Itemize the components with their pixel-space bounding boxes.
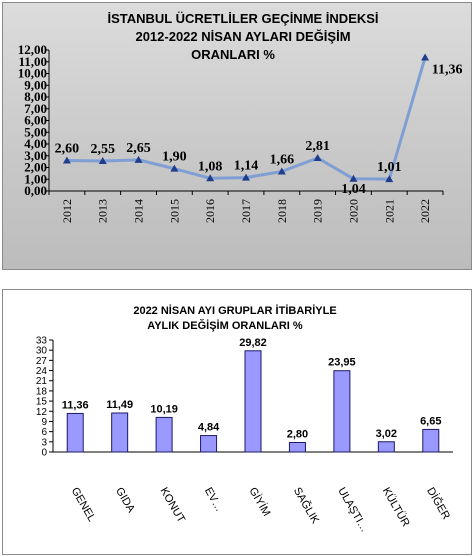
bar-chart: 2022 NİSAN AYI GRUPLAR İTİBARİYLE AYLIK … [36, 304, 453, 535]
y-tick-label: 27 [36, 356, 48, 367]
x-tick-label: 2014 [132, 199, 146, 223]
y-tick-label: 2,00 [24, 160, 47, 175]
data-label: 11,36 [432, 63, 463, 78]
y-tick-label: 3,00 [24, 148, 47, 163]
y-tick-label: 9 [41, 417, 47, 428]
bar-chart-title-2: AYLIK DEĞİŞİM ORANLARI % [147, 319, 303, 332]
y-tick-label: 12 [36, 407, 48, 418]
data-label: 1,01 [377, 160, 402, 175]
y-tick-label: 1,00 [24, 171, 47, 186]
data-point [134, 155, 143, 163]
y-tick-label: 0,00 [24, 183, 47, 198]
data-label: 1,66 [270, 152, 295, 167]
y-tick-label: 5,00 [24, 124, 47, 139]
y-tick-label: 7,00 [24, 101, 47, 116]
x-tick-label: GENEL [69, 486, 98, 524]
x-tick-label: 2020 [346, 199, 360, 223]
x-tick-label: GIDA [113, 486, 137, 516]
y-tick-label: 11,00 [18, 54, 47, 69]
x-tick-label: 2017 [239, 199, 253, 223]
y-tick-label: 24 [36, 366, 48, 377]
x-tick-label: 2019 [311, 199, 325, 223]
data-label: 1,90 [162, 150, 187, 165]
data-label: 2,80 [287, 428, 308, 440]
data-point [313, 153, 322, 161]
data-point [277, 167, 286, 175]
data-point [242, 173, 250, 181]
x-tick-label: KÜLTÜR [380, 486, 412, 529]
y-tick-label: 6,00 [24, 113, 47, 128]
x-tick-label: 2022 [418, 199, 432, 223]
y-tick-label: 30 [36, 346, 48, 357]
line-chart-title-3: ORANLARI % [191, 47, 275, 62]
x-tick-label: SAĞLIK [291, 485, 322, 526]
line-chart-title-1: İSTANBUL ÜCRETLİLER GEÇİNME İNDEKSİ [107, 11, 378, 26]
y-tick-label: 6 [41, 427, 47, 438]
data-label: 23,95 [328, 357, 356, 369]
y-tick-label: 4,00 [24, 136, 47, 151]
y-tick-label: 18 [36, 386, 48, 397]
bar-chart-panel: 2022 NİSAN AYI GRUPLAR İTİBARİYLE AYLIK … [2, 289, 472, 555]
data-label: 3,02 [376, 428, 397, 440]
bar [244, 350, 262, 453]
x-tick-label: 2018 [275, 199, 289, 223]
bar [66, 412, 84, 453]
bar [422, 428, 440, 453]
data-point [349, 174, 358, 182]
bar [333, 370, 351, 453]
y-tick-label: 21 [36, 376, 48, 387]
y-tick-label: 33 [36, 336, 48, 347]
data-label: 1,04 [341, 182, 366, 197]
bar-chart-title-1: 2022 NİSAN AYI GRUPLAR İTİBARİYLE [133, 304, 336, 317]
data-label: 6,65 [420, 415, 441, 427]
bar [111, 412, 129, 453]
data-label: 1,08 [198, 159, 223, 174]
data-label: 2,81 [305, 139, 330, 154]
bar [377, 441, 395, 453]
data-point [98, 157, 107, 165]
data-label: 4,84 [198, 422, 220, 434]
data-label: 2,60 [55, 141, 80, 156]
y-tick-label: 15 [36, 397, 48, 408]
bar [155, 416, 173, 453]
x-tick-label: 2016 [203, 199, 217, 223]
data-label: 29,82 [239, 337, 267, 349]
line-chart-panel: İSTANBUL ÜCRETLİLER GEÇİNME İNDEKSİ 2012… [2, 2, 472, 270]
x-tick-label: DİĞER [424, 485, 453, 522]
data-label: 11,36 [62, 399, 89, 411]
x-tick-label: 2012 [60, 199, 74, 223]
bar [200, 435, 218, 453]
data-point [206, 174, 215, 182]
x-tick-label: KONUT [158, 486, 188, 526]
y-tick-label: 0 [41, 448, 47, 459]
data-label: 2,65 [126, 141, 151, 156]
x-tick-label: 2015 [167, 199, 181, 223]
x-tick-label: 2013 [96, 199, 110, 223]
y-tick-label: 9,00 [24, 77, 47, 92]
y-tick-label: 8,00 [24, 89, 47, 104]
x-tick-label: EV… [202, 486, 225, 514]
data-point [62, 156, 71, 164]
x-tick-label: GİYİM [246, 485, 273, 518]
data-point [170, 164, 179, 172]
data-label: 10,19 [150, 403, 178, 415]
y-tick-label: 10,00 [18, 66, 47, 81]
data-label: 1,14 [234, 159, 259, 174]
data-point [421, 53, 430, 61]
x-tick-label: ULAŞTI… [335, 486, 370, 535]
data-point [385, 175, 394, 183]
data-label: 2,55 [90, 142, 115, 157]
x-tick-label: 2021 [382, 199, 396, 223]
data-label: 11,49 [106, 399, 133, 411]
line-chart: İSTANBUL ÜCRETLİLER GEÇİNME İNDEKSİ 2012… [18, 11, 463, 223]
y-tick-label: 12,00 [18, 42, 47, 57]
bar [288, 441, 306, 453]
line-chart-title-2: 2012-2022 NİSAN AYLARI DEĞİŞİM [135, 29, 350, 44]
y-tick-label: 3 [41, 437, 47, 448]
